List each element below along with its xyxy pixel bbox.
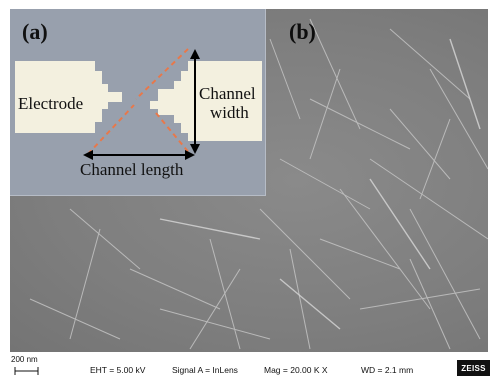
scale-bar-label: 200 nm	[11, 355, 38, 364]
dashed-guide-lower-left	[87, 104, 135, 155]
electrode-layout	[15, 48, 262, 160]
wd-value: WD = 2.1 mm	[361, 365, 414, 375]
dashed-guide-upper	[135, 48, 189, 100]
channel-width-arrow	[190, 49, 200, 154]
panel-a-label: (a)	[22, 19, 48, 44]
device-optical-image: Electrode Channel width Channel length	[10, 9, 266, 196]
mag-value: Mag = 20.00 K X	[264, 365, 328, 375]
right-electrode	[150, 61, 262, 141]
eht-value: EHT = 5.00 kV	[90, 365, 146, 375]
left-electrode	[15, 61, 122, 133]
channel-length-label: Channel length	[80, 160, 184, 179]
signal-value: Signal A = InLens	[172, 365, 238, 375]
panel-b-label: (b)	[289, 19, 316, 44]
channel-length-arrow	[83, 150, 195, 160]
electrode-label: Electrode	[18, 94, 84, 113]
scale-bar	[14, 367, 39, 375]
zeiss-logo: ZEISS	[457, 360, 490, 376]
sem-info-bar: 200 nm EHT = 5.00 kV Signal A = InLens M…	[0, 352, 498, 380]
channel-width-label-line1: Channel	[199, 84, 256, 103]
nanowires	[29, 18, 488, 350]
channel-width-label-line2: width	[210, 103, 249, 122]
